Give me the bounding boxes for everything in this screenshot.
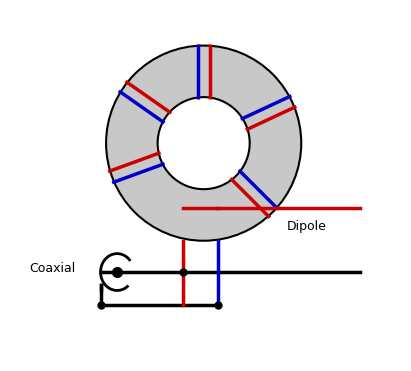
Circle shape bbox=[158, 97, 250, 189]
Text: Coaxial: Coaxial bbox=[29, 262, 75, 275]
Text: Dipole: Dipole bbox=[286, 220, 326, 233]
Circle shape bbox=[106, 46, 301, 241]
